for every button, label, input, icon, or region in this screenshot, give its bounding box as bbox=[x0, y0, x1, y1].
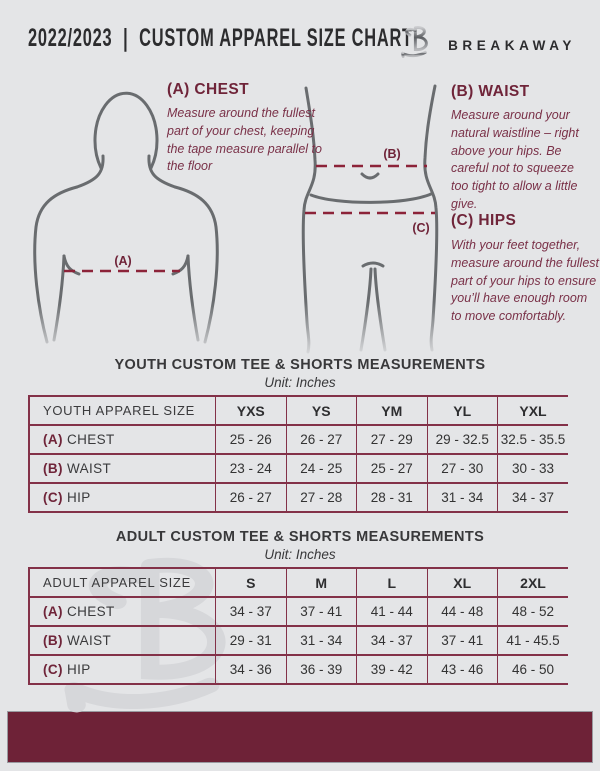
row-key: (A) bbox=[43, 604, 63, 619]
row-key: (A) bbox=[43, 432, 63, 447]
table-row: (A) CHEST 34 - 37 37 - 41 41 - 44 44 - 48… bbox=[29, 596, 568, 626]
adult-header-row: ADULT APPAREL SIZE S M L XL 2XL bbox=[29, 567, 568, 597]
cell-value: 27 - 29 bbox=[356, 424, 427, 454]
adult-measurements-section: ADULT CUSTOM TEE & SHORTS MEASUREMENTS U… bbox=[0, 528, 600, 685]
table-row: (B) WAIST 29 - 31 31 - 34 34 - 37 37 - 41… bbox=[29, 625, 568, 655]
youth-section-unit: Unit: Inches bbox=[264, 375, 336, 390]
youth-col-ym: YM bbox=[356, 395, 427, 425]
youth-col-yxs: YXS bbox=[215, 395, 286, 425]
adult-col-m: M bbox=[285, 567, 357, 597]
cell-value: 46 - 50 bbox=[497, 654, 568, 684]
body-figures-illustration: (A) (B) (C) bbox=[0, 84, 600, 360]
table-row: (C) HIP 34 - 36 36 - 39 39 - 42 43 - 46 4… bbox=[29, 654, 568, 684]
adult-size-table: ADULT APPAREL SIZE S M L XL 2XL (A) CHEST… bbox=[28, 567, 568, 685]
measurement-guide-section: (A) (B) (C) (A) CHEST Measure around the… bbox=[0, 70, 600, 360]
cell-value: 34 - 37 bbox=[497, 482, 568, 512]
cell-value: 43 - 46 bbox=[426, 654, 498, 684]
cell-value: 44 - 48 bbox=[426, 596, 498, 626]
adult-waist-row-label: (B) WAIST bbox=[29, 625, 216, 655]
youth-chest-row-label: (A) CHEST bbox=[29, 424, 216, 454]
youth-col-yl: YL bbox=[426, 395, 498, 425]
row-name: CHEST bbox=[66, 432, 115, 447]
brand-block: BREAKAWAY bbox=[399, 22, 576, 64]
youth-hip-row-label: (C) HIP bbox=[29, 482, 216, 512]
cell-value: 48 - 52 bbox=[497, 596, 568, 626]
cell-value: 29 - 32.5 bbox=[426, 424, 498, 454]
cell-value: 27 - 28 bbox=[285, 482, 357, 512]
cell-value: 25 - 26 bbox=[215, 424, 286, 454]
youth-header-row: YOUTH APPAREL SIZE YXS YS YM YL YXL bbox=[29, 395, 568, 425]
table-row: (C) HIP 26 - 27 27 - 28 28 - 31 31 - 34 3… bbox=[29, 482, 568, 512]
cell-value: 26 - 27 bbox=[285, 424, 357, 454]
cell-value: 36 - 39 bbox=[285, 654, 357, 684]
youth-size-table: YOUTH APPAREL SIZE YXS YS YM YL YXL (A) C… bbox=[28, 395, 568, 513]
adult-col-xl: XL bbox=[426, 567, 498, 597]
adult-col-l: L bbox=[356, 567, 427, 597]
cell-value: 34 - 37 bbox=[356, 625, 427, 655]
cell-value: 26 - 27 bbox=[215, 482, 286, 512]
waist-guide-text: Measure around your natural waistline – … bbox=[451, 108, 579, 211]
cell-value: 28 - 31 bbox=[356, 482, 427, 512]
row-key: (C) bbox=[43, 490, 63, 505]
footer-accent-bar bbox=[8, 712, 592, 762]
cell-value: 30 - 33 bbox=[497, 453, 568, 483]
row-name: WAIST bbox=[66, 461, 112, 476]
adult-section-title: ADULT CUSTOM TEE & SHORTS MEASUREMENTS bbox=[115, 529, 485, 545]
cell-value: 31 - 34 bbox=[285, 625, 357, 655]
measurement-dashed-lines bbox=[64, 164, 435, 273]
adult-section-unit: Unit: Inches bbox=[264, 547, 336, 562]
adult-col-2xl: 2XL bbox=[497, 567, 568, 597]
chest-guide-text: Measure around the fullest part of your … bbox=[167, 106, 322, 174]
cell-value: 39 - 42 bbox=[356, 654, 427, 684]
adult-chest-row-label: (A) CHEST bbox=[29, 596, 216, 626]
youth-section-title: YOUTH CUSTOM TEE & SHORTS MEASUREMENTS bbox=[114, 357, 486, 373]
waist-marker-label: (B) bbox=[383, 147, 400, 161]
table-row: (A) CHEST 25 - 26 26 - 27 27 - 29 29 - 32… bbox=[29, 424, 568, 454]
youth-size-label-header: YOUTH APPAREL SIZE bbox=[29, 395, 216, 425]
cell-value: 31 - 34 bbox=[426, 482, 498, 512]
row-key: (B) bbox=[43, 461, 63, 476]
cell-value: 29 - 31 bbox=[215, 625, 286, 655]
cell-value: 32.5 - 35.5 bbox=[497, 424, 568, 454]
hips-guide-heading: (C) HIPS bbox=[451, 212, 517, 229]
cell-value: 34 - 36 bbox=[215, 654, 286, 684]
youth-col-ys: YS bbox=[285, 395, 357, 425]
youth-waist-row-label: (B) WAIST bbox=[29, 453, 216, 483]
cell-value: 37 - 41 bbox=[426, 625, 498, 655]
row-name: CHEST bbox=[66, 604, 115, 619]
cell-value: 25 - 27 bbox=[356, 453, 427, 483]
cell-value: 34 - 37 bbox=[215, 596, 286, 626]
brand-name: BREAKAWAY bbox=[448, 37, 576, 53]
cell-value: 23 - 24 bbox=[215, 453, 286, 483]
row-key: (B) bbox=[43, 633, 63, 648]
adult-size-label-header: ADULT APPAREL SIZE bbox=[29, 567, 216, 597]
waist-guide-heading: (B) WAIST bbox=[451, 83, 530, 100]
cell-value: 41 - 44 bbox=[356, 596, 427, 626]
hips-marker-label: (C) bbox=[412, 221, 429, 235]
cell-value: 37 - 41 bbox=[285, 596, 357, 626]
breakaway-logo-icon bbox=[399, 22, 439, 64]
row-name: WAIST bbox=[66, 633, 112, 648]
chest-guide-heading: (A) CHEST bbox=[167, 81, 249, 98]
adult-hip-row-label: (C) HIP bbox=[29, 654, 216, 684]
youth-measurements-section: YOUTH CUSTOM TEE & SHORTS MEASUREMENTS U… bbox=[0, 356, 600, 513]
cell-value: 41 - 45.5 bbox=[497, 625, 568, 655]
page-title: 2022/2023 | CUSTOM APPAREL SIZE CHART bbox=[28, 24, 413, 52]
cell-value: 27 - 30 bbox=[426, 453, 498, 483]
hips-guide-text: With your feet together, measure around … bbox=[451, 238, 600, 323]
youth-col-yxl: YXL bbox=[497, 395, 568, 425]
row-name: HIP bbox=[66, 662, 91, 677]
cell-value: 24 - 25 bbox=[285, 453, 357, 483]
adult-col-s: S bbox=[215, 567, 286, 597]
chest-marker-label: (A) bbox=[114, 254, 131, 268]
row-key: (C) bbox=[43, 662, 63, 677]
table-row: (B) WAIST 23 - 24 24 - 25 25 - 27 27 - 30… bbox=[29, 453, 568, 483]
row-name: HIP bbox=[66, 490, 91, 505]
